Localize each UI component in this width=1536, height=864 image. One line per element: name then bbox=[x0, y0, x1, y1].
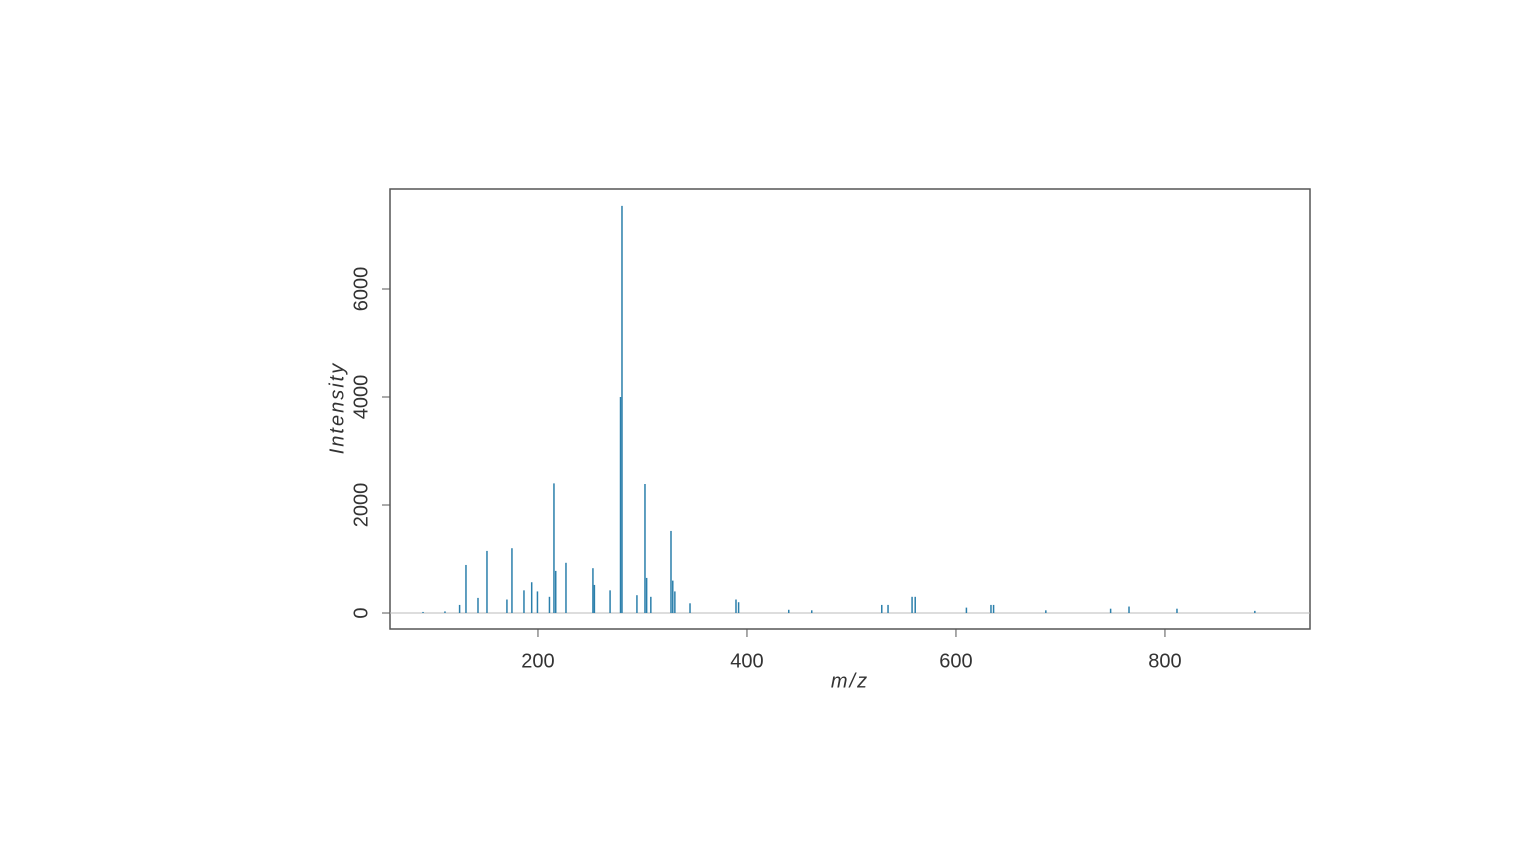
y-tick-label: 6000 bbox=[350, 267, 372, 312]
x-tick-label: 400 bbox=[730, 650, 763, 672]
x-tick-label: 800 bbox=[1148, 650, 1181, 672]
y-tick-label: 0 bbox=[350, 607, 372, 618]
x-tick-label: 200 bbox=[521, 650, 554, 672]
x-axis-title: m/z bbox=[831, 670, 869, 692]
y-tick-label: 4000 bbox=[350, 375, 372, 420]
plot-frame bbox=[389, 188, 1311, 630]
x-tick-label: 600 bbox=[939, 650, 972, 672]
y-axis-title: Intensity bbox=[326, 362, 348, 454]
y-tick-label: 2000 bbox=[350, 483, 372, 528]
